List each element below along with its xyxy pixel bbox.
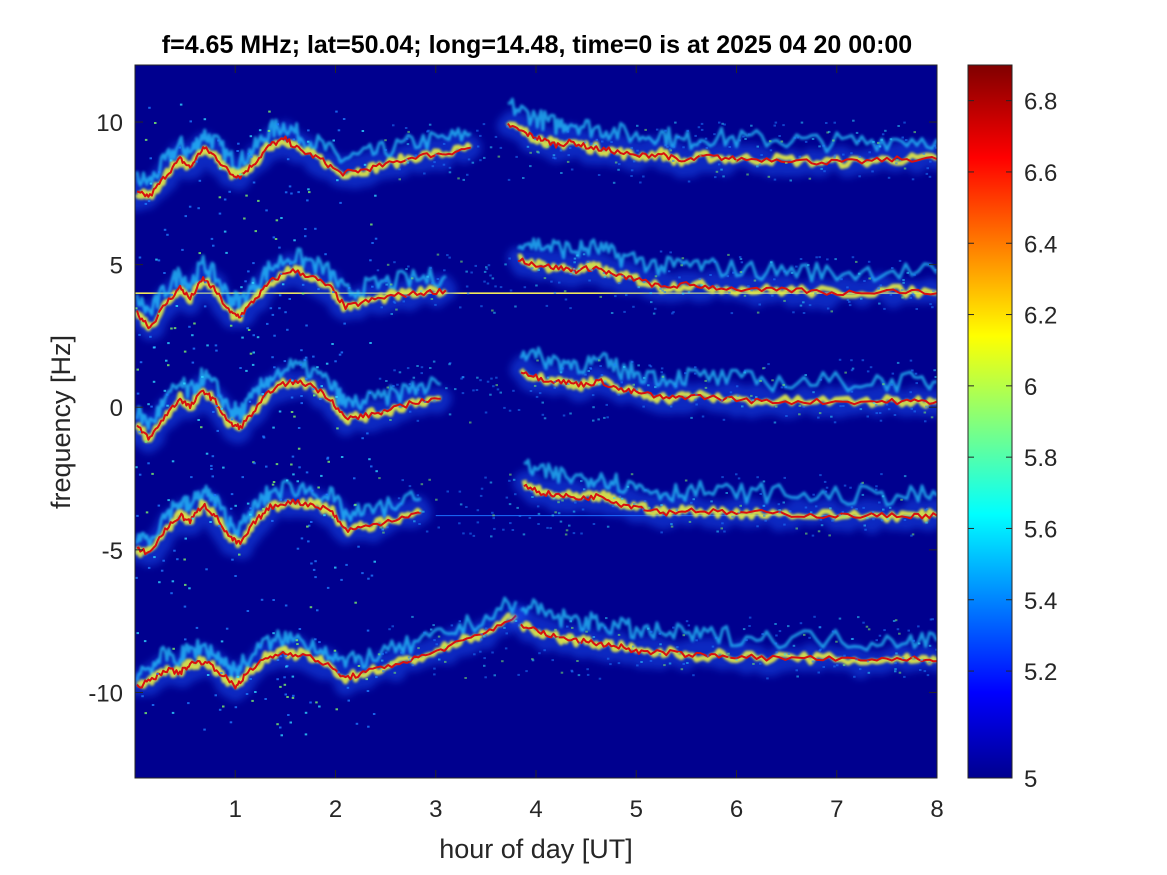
- trace-echo: [516, 237, 937, 283]
- trace-core: [520, 623, 937, 663]
- trace-echo: [135, 247, 447, 316]
- trace-body: [135, 497, 423, 558]
- x-tick-label: 4: [529, 796, 542, 823]
- trace-3-early: [135, 479, 432, 567]
- trace-echo: [523, 458, 937, 507]
- colorbar-axis: 5 5.2 5.4 5.6 5.8 6 6.2 6.4 6.6 6.8: [968, 89, 1057, 793]
- speckle-3: [135, 456, 929, 595]
- speckle-4: [136, 598, 937, 737]
- speckle-1: [135, 233, 937, 369]
- trace-2-early: [135, 358, 452, 454]
- colorbar-tick-label: 6.4: [1024, 231, 1057, 258]
- x-tick-label: 7: [830, 796, 843, 823]
- trace-echo: [519, 598, 937, 652]
- trace-4-late: [510, 598, 937, 679]
- trace-echo: [135, 118, 472, 187]
- speckle-0: [144, 103, 937, 240]
- colorbar-tick-label: 5.4: [1024, 588, 1057, 615]
- colorbar-tick-label: 6.6: [1024, 160, 1057, 187]
- trace-echo: [519, 346, 937, 393]
- x-axis-label: hour of day [UT]: [439, 834, 633, 864]
- x-tick-label: 6: [730, 796, 743, 823]
- x-tick-label: 1: [229, 796, 242, 823]
- trace-echo: [135, 479, 422, 550]
- colorbar-tick-label: 5.2: [1024, 659, 1057, 686]
- spectrogram-traces: [135, 97, 937, 737]
- x-tick-label: 3: [429, 796, 442, 823]
- speckle-2: [136, 343, 937, 479]
- trace-3-late: [513, 458, 937, 534]
- trace-echo: [135, 596, 518, 682]
- y-axis-label: frequency [Hz]: [46, 335, 76, 509]
- colorbar-tick-label: 6: [1024, 374, 1037, 401]
- trace-echo: [135, 358, 442, 430]
- trace-4-early: [135, 596, 527, 702]
- y-tick-label: -5: [102, 538, 123, 565]
- y-axis: 10 5 0 -5 -10: [88, 110, 937, 707]
- trace-body: [135, 264, 448, 332]
- colorbar: [967, 64, 1013, 779]
- colorbar-tick-label: 5.8: [1024, 445, 1057, 472]
- y-tick-label: 5: [110, 253, 123, 280]
- trace-body: [517, 253, 937, 299]
- trace-core: [523, 483, 937, 520]
- trace-core: [517, 257, 937, 296]
- trace-core: [507, 122, 937, 166]
- x-tick-label: 2: [329, 796, 342, 823]
- trace-core: [136, 614, 517, 690]
- y-tick-label: -10: [88, 680, 123, 707]
- x-axis: 1 2 3 4 5 6 7 8: [229, 65, 944, 823]
- colorbar-tick-label: 6.8: [1024, 89, 1057, 116]
- y-tick-label: 0: [110, 395, 123, 422]
- trace-core: [520, 371, 937, 406]
- colorbar-tick-label: 5.6: [1024, 516, 1057, 543]
- trace-core: [136, 268, 447, 330]
- trace-core: [136, 498, 421, 556]
- trace-core: [136, 378, 441, 441]
- chart-title: f=4.65 MHz; lat=50.04; long=14.48, time=…: [162, 31, 912, 59]
- y-tick-label: 10: [96, 110, 123, 137]
- trace-core: [136, 135, 471, 198]
- trace-echo: [507, 97, 937, 154]
- trace-1-late: [507, 237, 937, 311]
- x-tick-label: 8: [930, 796, 943, 823]
- trace-0-early: [135, 118, 482, 212]
- colorbar-tick-label: 5: [1024, 766, 1037, 793]
- trace-1-early: [135, 247, 457, 341]
- colorbar-tick-label: 6.2: [1024, 303, 1057, 330]
- trace-0-late: [496, 97, 937, 179]
- x-tick-label: 5: [630, 796, 643, 823]
